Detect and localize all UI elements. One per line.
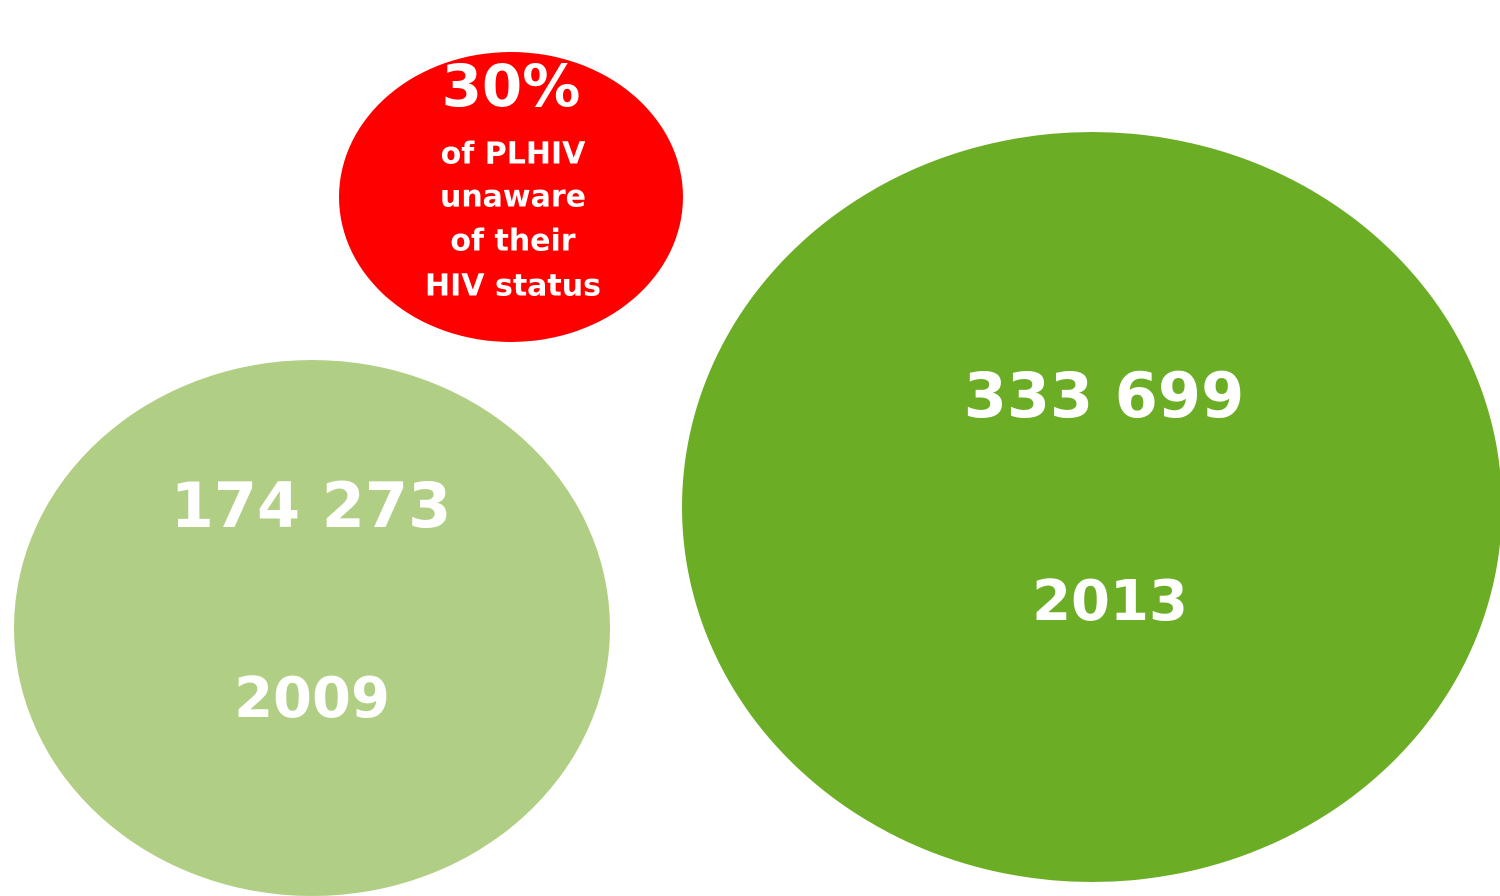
bubble-2009 [14,360,610,896]
callout-line: of PLHIV [441,137,586,172]
callout-line: of their [450,224,575,259]
bubble-year: 2013 [1032,569,1188,634]
bubble-year: 2009 [234,666,390,731]
bubble-2013 [682,132,1500,882]
callout-circle [339,52,683,342]
bubble-number: 174 273 [171,469,451,542]
bubble-number: 333 699 [964,359,1244,432]
callout-percent: 30% [442,52,581,120]
callout-line: unaware [440,180,586,215]
callout-line: HIV status [425,269,601,304]
